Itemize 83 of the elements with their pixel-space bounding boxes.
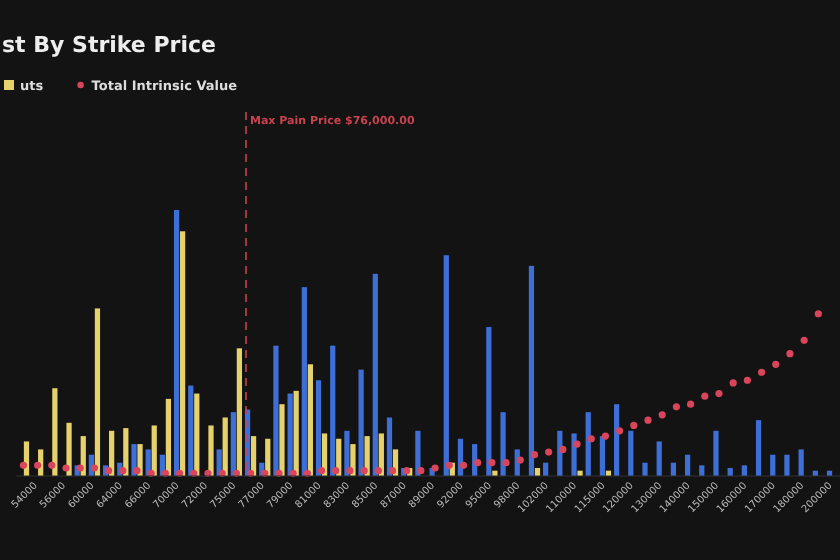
point [445,461,453,469]
bar [713,430,719,476]
bar [188,385,194,476]
point [502,459,510,467]
bar [52,388,58,476]
bar [684,454,691,476]
point [332,467,340,475]
bar [66,422,72,476]
point [374,467,382,475]
point [800,336,808,344]
point [516,456,524,464]
point [545,448,553,456]
bar [94,308,101,476]
point [346,467,354,475]
point [672,403,681,411]
bar [486,327,492,476]
point [630,421,638,430]
bar [344,430,350,476]
point [743,376,751,384]
bar [784,454,790,476]
point [687,400,695,408]
bar [179,231,186,476]
point [488,459,496,467]
point [601,432,610,440]
bar [194,393,200,476]
bar [173,210,180,476]
point [616,427,624,435]
point [48,461,56,469]
bar [293,390,299,476]
bar [222,417,228,476]
point [360,467,368,475]
point [757,368,766,376]
bar [770,454,776,476]
bar [358,369,364,476]
bar [656,441,662,476]
bar [307,364,313,476]
point [19,461,28,469]
bar [273,345,279,476]
point [474,459,482,467]
chart-title: st By Strike Price [2,32,216,58]
point [417,467,425,475]
bar [628,430,634,476]
bar [443,255,449,476]
point [573,440,581,448]
point [701,392,709,400]
bar [798,449,804,476]
bar [642,462,648,476]
bar [230,412,236,476]
point [34,461,42,469]
point [133,467,141,475]
bar [500,412,506,476]
bar [151,425,157,476]
point [786,350,794,358]
point [729,379,737,387]
bar [571,433,577,476]
point [772,360,780,368]
bar [236,348,242,476]
bar [330,345,336,476]
point [530,451,539,459]
point [658,411,666,419]
point [715,389,723,398]
point [814,310,822,318]
bar [350,444,356,476]
point [644,416,652,424]
point [119,467,127,475]
bar [208,425,214,476]
bar [287,393,293,476]
bar [279,404,285,476]
point [587,435,595,443]
bar [165,398,172,476]
bar [755,420,762,476]
bar [372,273,378,476]
point [317,467,326,475]
point [62,464,70,472]
bar [415,430,421,476]
point [388,467,397,475]
bar [315,380,322,476]
bar [614,404,620,476]
point [559,445,567,453]
point [459,461,468,469]
bar [528,265,535,476]
point [90,464,99,472]
bar [301,287,307,476]
